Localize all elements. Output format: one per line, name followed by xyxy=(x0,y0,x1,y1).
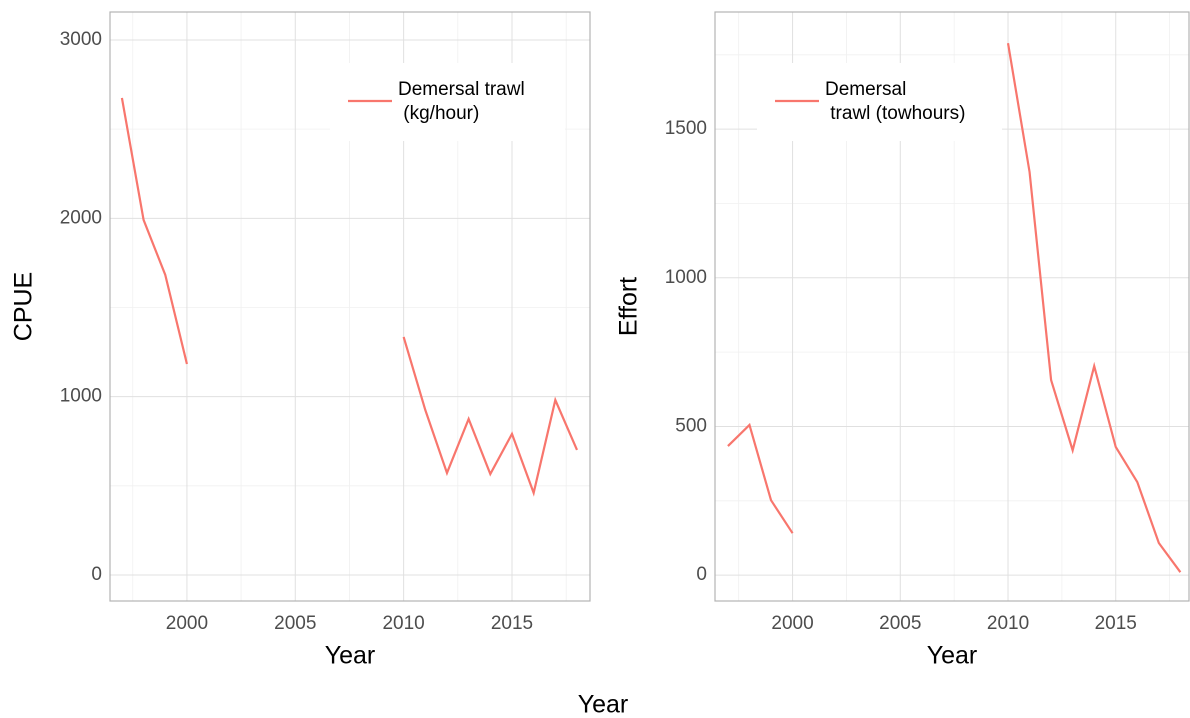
y-tick-label: 0 xyxy=(696,564,707,585)
x-tick-label: 2015 xyxy=(491,613,533,634)
y-tick-label: 1000 xyxy=(665,267,707,288)
y-tick-label: 2000 xyxy=(60,207,102,228)
x-tick-label: 2010 xyxy=(987,613,1029,634)
x-axis-title: Year xyxy=(325,642,376,670)
x-tick-label: 2005 xyxy=(274,613,316,634)
y-tick-label: 0 xyxy=(91,564,102,585)
x-tick-label: 2015 xyxy=(1095,613,1137,634)
x-tick-label: 2000 xyxy=(166,613,208,634)
x-tick-label: 2000 xyxy=(771,613,813,634)
legend-label: Demersal trawl (towhours) xyxy=(825,79,965,124)
panel-border xyxy=(109,11,591,602)
y-axis-title: CPUE xyxy=(10,272,38,341)
x-tick-label: 2010 xyxy=(382,613,424,634)
figure-caption: Year xyxy=(578,691,629,718)
y-tick-label: 3000 xyxy=(60,29,102,50)
legend-label: Demersal trawl (kg/hour) xyxy=(398,79,525,124)
y-tick-label: 500 xyxy=(675,415,707,436)
x-axis-title: Year xyxy=(927,642,978,670)
y-axis-title: Effort xyxy=(615,277,643,336)
data-line xyxy=(120,97,579,497)
x-tick-label: 2005 xyxy=(879,613,921,634)
panel-border xyxy=(714,11,1190,602)
y-tick-label: 1500 xyxy=(665,118,707,139)
y-tick-label: 1000 xyxy=(60,386,102,407)
data-line xyxy=(727,43,1182,573)
